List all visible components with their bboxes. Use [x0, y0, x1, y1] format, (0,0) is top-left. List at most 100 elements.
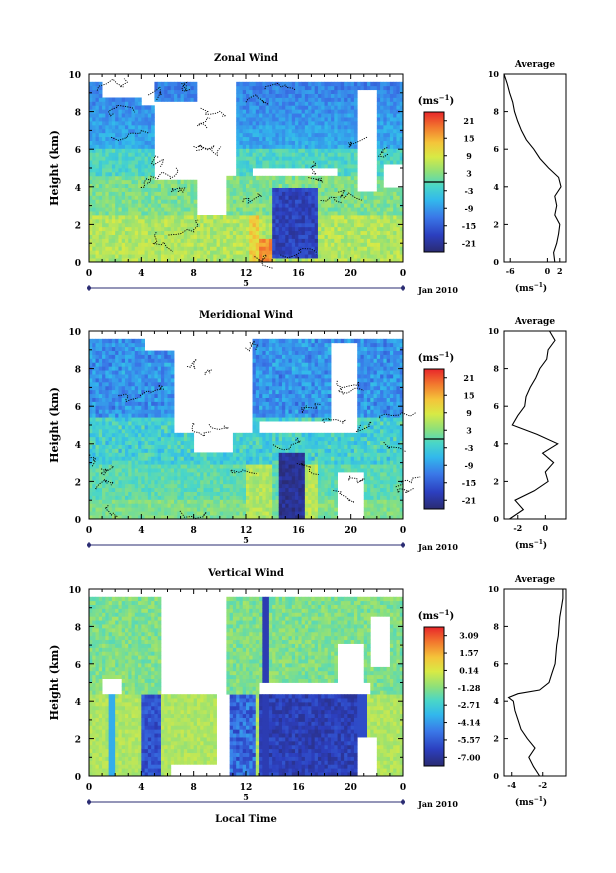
- heatmap-cell: [380, 183, 384, 188]
- heatmap-cell: [160, 428, 165, 434]
- heatmap-cell: [138, 207, 142, 212]
- heatmap-cell: [115, 393, 119, 398]
- heatmap-cell: [164, 350, 168, 355]
- heatmap-cell: [281, 195, 286, 200]
- heatmap-cell: [108, 109, 113, 114]
- heatmap-cell: [200, 246, 204, 251]
- heatmap-cell: [154, 370, 159, 375]
- heatmap-cell: [331, 97, 335, 102]
- heatmap-cell: [396, 101, 401, 106]
- heatmap-cell: [281, 156, 286, 161]
- heatmap-cell: [399, 124, 404, 130]
- heatmap-cell: [213, 250, 217, 255]
- heatmap-cell: [167, 456, 172, 461]
- heatmap-cell: [376, 187, 381, 192]
- heatmap-cell: [157, 250, 162, 255]
- heatmap-cell: [95, 354, 100, 359]
- heatmap-cell: [337, 230, 342, 235]
- heatmap-cell: [249, 164, 253, 169]
- heatmap-cell: [115, 199, 119, 204]
- heatmap-cell: [115, 113, 119, 118]
- heatmap-cell: [118, 250, 123, 255]
- heatmap-cell: [111, 207, 116, 212]
- heatmap-cell: [128, 132, 132, 138]
- heatmap-cell: [278, 179, 283, 185]
- y-tick-label: 2: [75, 221, 81, 231]
- heatmap-cell: [138, 417, 142, 422]
- heatmap-cell: [223, 238, 227, 243]
- heatmap-cell: [236, 238, 240, 243]
- heatmap-cell: [164, 211, 168, 216]
- heatmap-cell: [95, 144, 100, 149]
- heatmap-cell: [331, 254, 335, 259]
- heatmap-cell: [98, 195, 103, 200]
- heatmap-cell: [324, 254, 329, 259]
- heatmap-cell: [259, 218, 263, 224]
- heatmap-cell: [144, 187, 149, 192]
- heatmap-cell: [311, 203, 316, 208]
- heatmap-cell: [246, 164, 250, 169]
- heatmap-cell: [147, 207, 152, 212]
- heatmap-cell: [396, 230, 401, 235]
- heatmap-cell: [118, 362, 123, 367]
- heatmap-cell: [213, 222, 217, 228]
- heatmap-cell: [281, 152, 286, 157]
- heatmap-cell: [268, 234, 273, 239]
- heatmap-cell: [144, 432, 149, 438]
- heatmap-cell: [170, 417, 175, 422]
- heatmap-cell: [167, 230, 172, 235]
- heatmap-cell: [128, 230, 132, 235]
- heatmap-cell: [115, 191, 119, 196]
- heatmap-cell: [298, 242, 302, 247]
- heatmap-cell: [118, 156, 123, 161]
- heatmap-cell: [141, 397, 145, 402]
- heatmap-cell: [111, 452, 116, 457]
- heatmap-cell: [347, 222, 352, 228]
- heatmap-cell: [157, 417, 162, 422]
- heatmap-cell: [141, 191, 145, 196]
- heatmap-cell: [259, 85, 263, 91]
- heatmap-cell: [242, 238, 247, 243]
- heatmap-cell: [92, 362, 96, 367]
- heatmap-cell: [154, 440, 159, 445]
- heatmap-cell: [98, 342, 103, 348]
- heatmap-cell: [344, 156, 348, 161]
- heatmap-cell: [252, 242, 257, 247]
- heatmap-cell: [131, 164, 136, 169]
- heatmap-cell: [193, 226, 198, 232]
- heatmap-cell: [350, 226, 355, 232]
- heatmap-cell: [314, 222, 319, 228]
- heatmap-cell: [167, 428, 172, 434]
- heatmap-cell: [128, 187, 132, 192]
- heatmap-cell: [324, 191, 329, 196]
- heatmap-cell: [95, 338, 100, 344]
- heatmap-cell: [144, 460, 149, 465]
- heatmap-cell: [327, 238, 332, 243]
- heatmap-cell: [98, 183, 103, 188]
- heatmap-cell: [393, 195, 397, 200]
- heatmap-cell: [124, 117, 129, 122]
- heatmap-cell: [138, 342, 142, 348]
- heatmap-cell: [301, 117, 306, 122]
- heatmap-cell: [157, 397, 162, 402]
- heatmap-cell: [108, 160, 113, 165]
- heatmap-cell: [102, 109, 106, 114]
- heatmap-cell: [252, 93, 257, 98]
- heatmap-cell: [275, 187, 280, 192]
- heatmap-cell: [344, 222, 348, 228]
- heatmap-cell: [180, 444, 185, 449]
- zero-contour: [196, 117, 211, 129]
- heatmap-cell: [89, 452, 93, 457]
- heatmap-cell: [98, 160, 103, 165]
- heatmap-cell: [144, 132, 149, 138]
- heatmap-cell: [124, 183, 129, 188]
- heatmap-cell: [210, 218, 214, 224]
- heatmap-cell: [92, 160, 96, 165]
- heatmap-cell: [105, 401, 110, 406]
- heatmap-cell: [285, 124, 289, 130]
- heatmap-cell: [268, 246, 273, 251]
- heatmap-cell: [275, 117, 280, 122]
- heatmap-cell: [308, 105, 312, 110]
- heatmap-cell: [337, 160, 342, 165]
